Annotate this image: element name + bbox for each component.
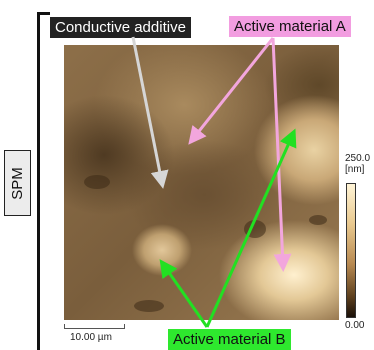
- color-scale-unit: [nm]: [345, 164, 365, 175]
- afm-dark-spot: [84, 175, 110, 189]
- afm-dark-spot: [309, 215, 327, 225]
- conductive-additive-label: Conductive additive: [50, 17, 191, 38]
- scale-bar-label: 10.00 µm: [70, 332, 112, 343]
- arrow-icon: [159, 259, 209, 328]
- arrow-icon: [131, 36, 169, 189]
- color-scale-min-label: 0.00: [345, 320, 365, 331]
- active-material-a-label: Active material A: [229, 16, 351, 37]
- spm-label-box: SPM: [4, 150, 31, 216]
- arrow-icon: [188, 37, 275, 145]
- color-scale-max-value: 250.0: [345, 153, 371, 164]
- afm-dark-spot: [134, 300, 164, 312]
- color-scale-max-label: 250.0 [nm]: [345, 153, 370, 175]
- scale-bar: [64, 324, 125, 329]
- spm-bracket: [37, 12, 50, 350]
- arrow-icon: [271, 37, 292, 272]
- active-material-b-label: Active material B: [168, 329, 291, 350]
- color-scale-bar: [346, 183, 356, 318]
- arrow-icon: [205, 128, 297, 328]
